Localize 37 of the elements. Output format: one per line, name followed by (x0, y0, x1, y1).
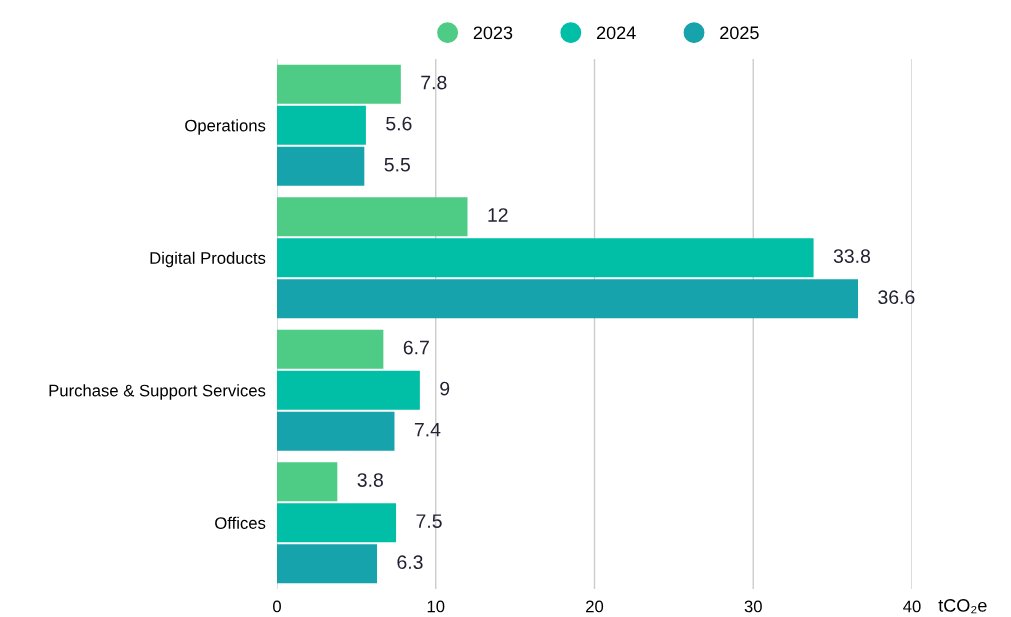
data-label: 7.4 (414, 422, 441, 437)
data-label: 6.3 (397, 555, 423, 570)
x-tick-label: 0 (273, 600, 281, 613)
y-tick-label: Digital Products (150, 251, 266, 268)
legend-label: 2023 (473, 26, 513, 40)
y-tick-label: Offices (215, 516, 266, 529)
data-label: 5.5 (384, 157, 410, 172)
data-label: 12 (488, 208, 508, 222)
bar (277, 238, 814, 278)
bar (277, 411, 395, 451)
x-tick-label: 20 (586, 600, 604, 613)
bar (277, 105, 366, 145)
bar (277, 503, 397, 543)
data-label: 7.5 (416, 514, 442, 528)
bar (277, 370, 420, 410)
bar (277, 197, 468, 237)
data-label: 3.8 (357, 473, 383, 487)
x-axis-title: tCO₂e (938, 599, 987, 614)
data-label: 5.6 (386, 116, 412, 131)
data-label: 33.8 (833, 249, 871, 263)
data-label: 6.7 (403, 340, 429, 355)
y-tick-label: Purchase & Support Services (49, 384, 266, 400)
bar (277, 544, 378, 584)
legend-label: 2025 (720, 26, 759, 40)
bar (277, 279, 859, 319)
x-tick-label: 40 (903, 600, 921, 613)
y-tick-label: Operations (185, 119, 266, 135)
data-label: 9 (440, 381, 450, 396)
data-label: 36.6 (878, 290, 915, 305)
bar (277, 329, 384, 369)
bar (277, 64, 401, 104)
x-tick-label: 10 (427, 600, 445, 613)
data-label: 7.8 (421, 75, 447, 90)
legend-label: 2024 (596, 26, 636, 40)
bar (277, 146, 365, 186)
bar (277, 462, 338, 502)
x-tick-label: 30 (744, 600, 762, 613)
